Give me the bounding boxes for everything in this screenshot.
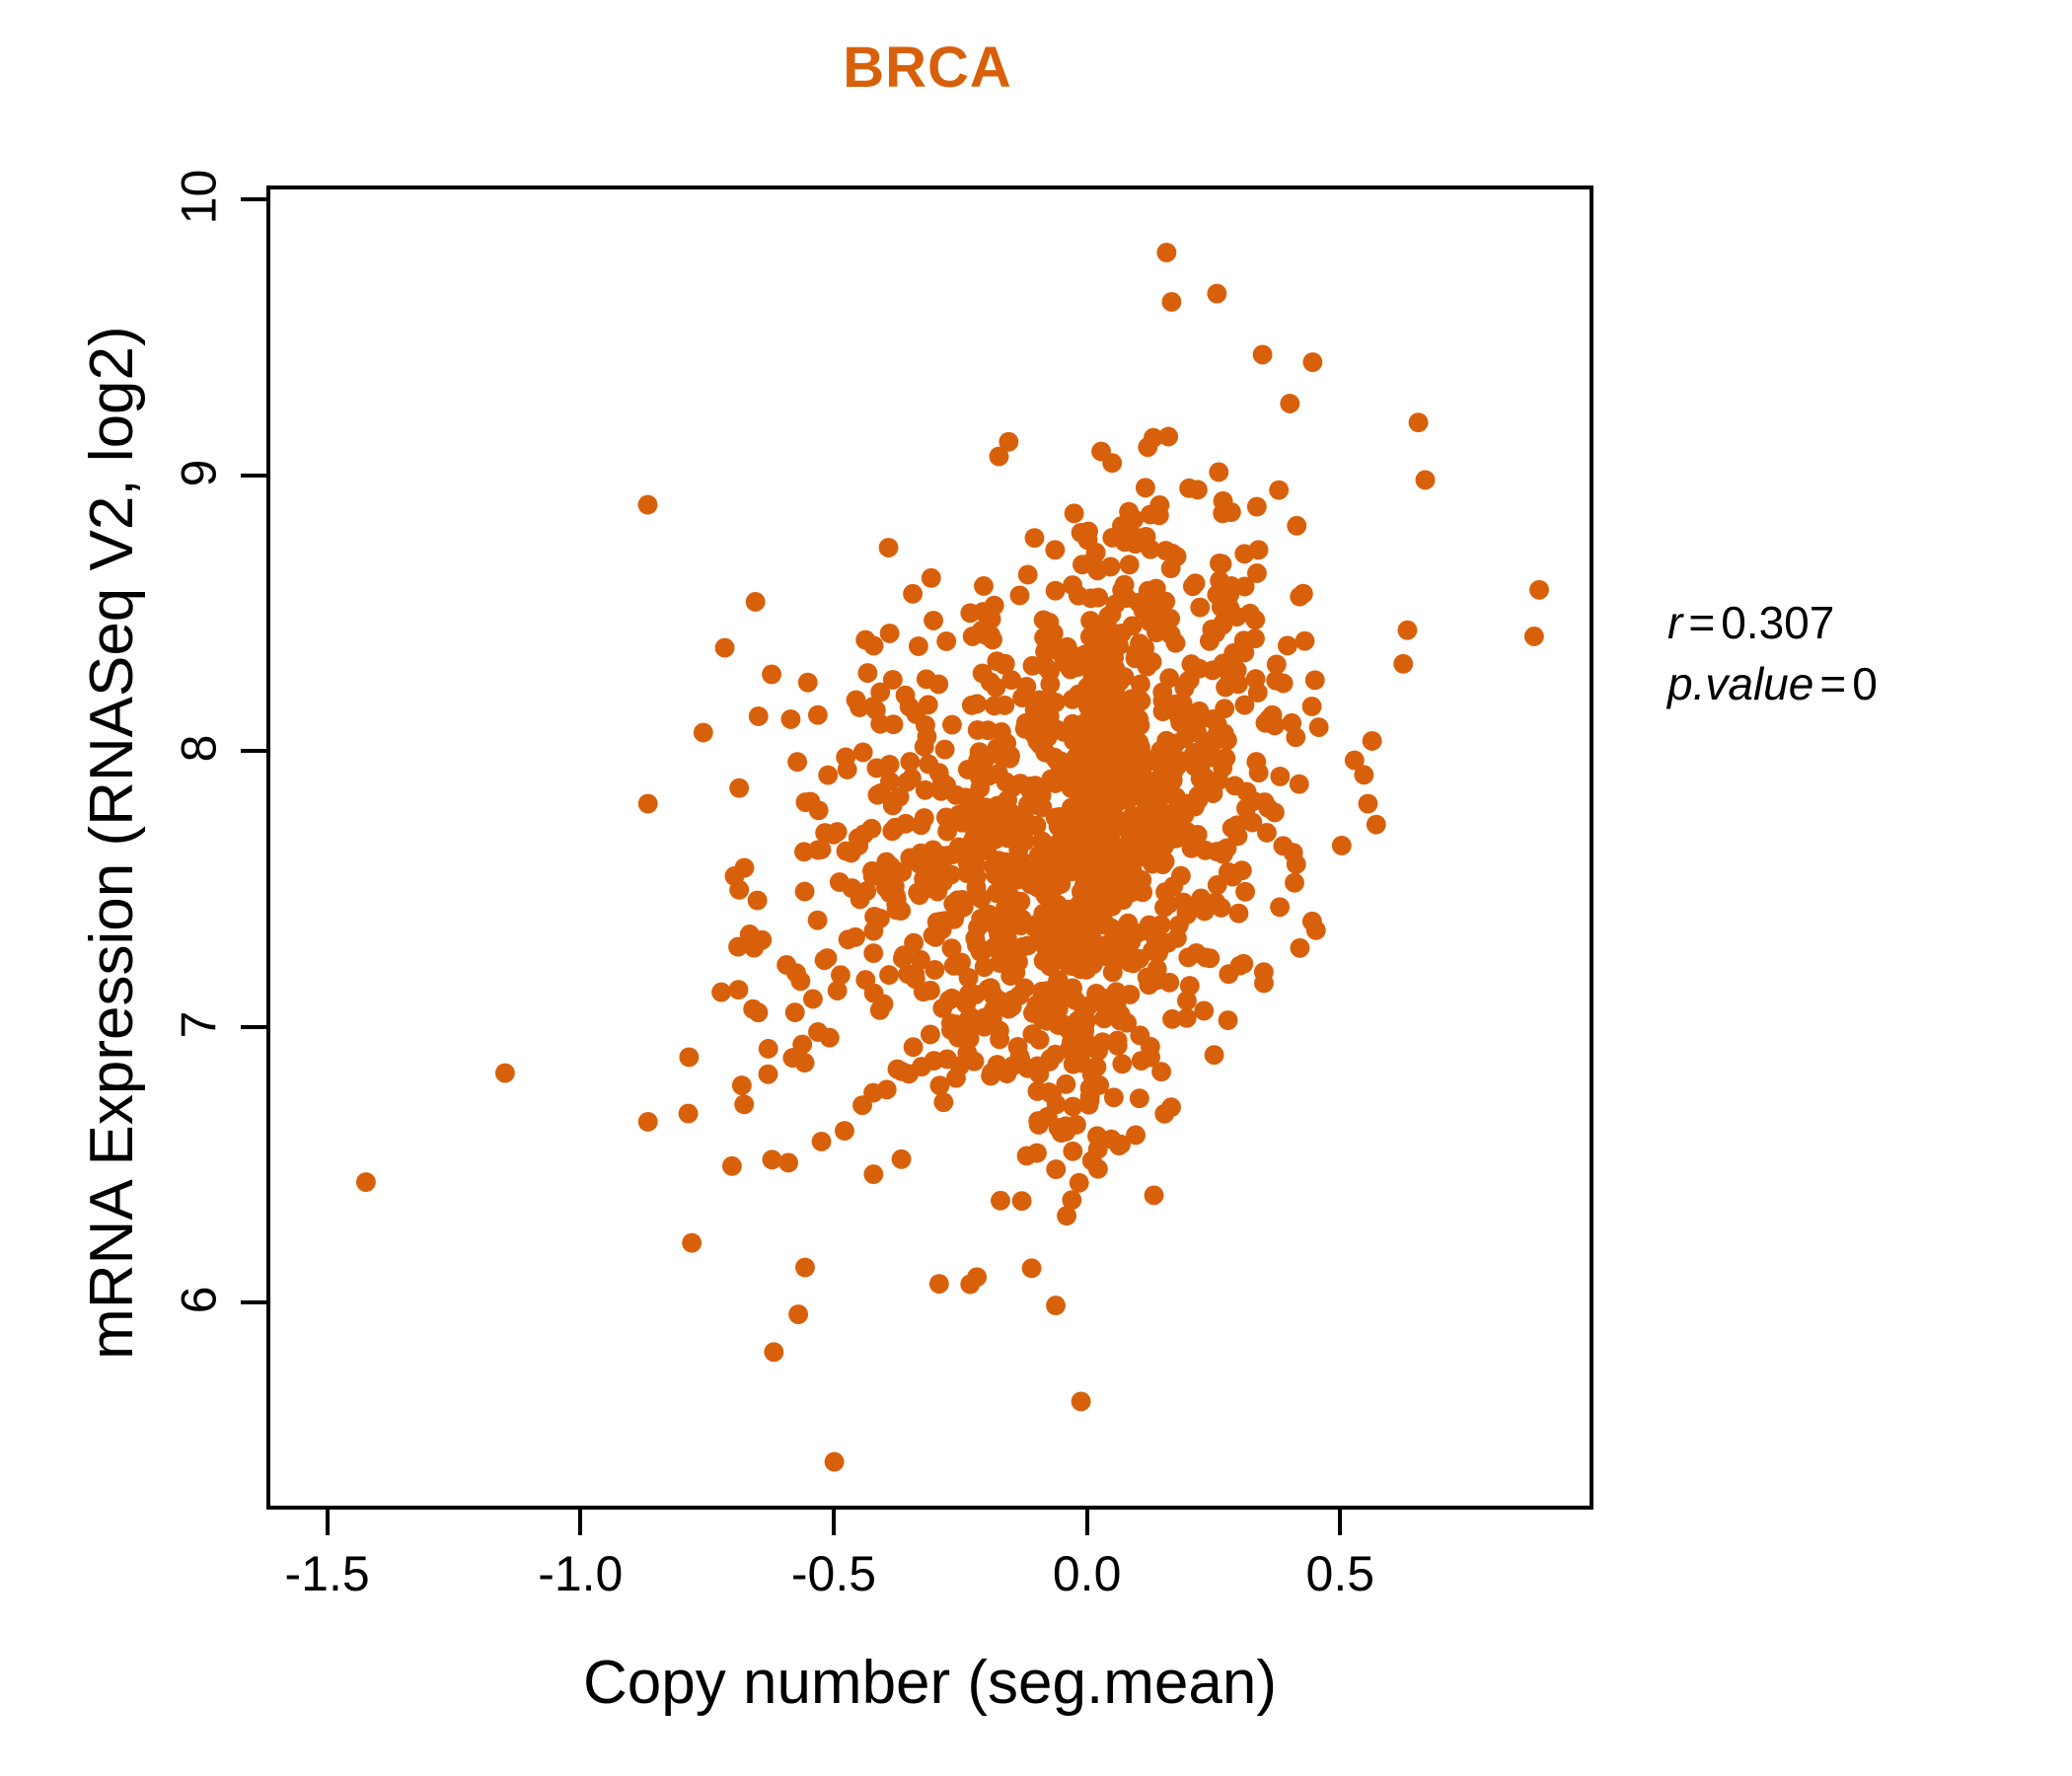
p-value-variable: p.value [1667, 658, 1814, 710]
scatter-points-svg [355, 242, 1549, 1472]
y-tick-label: 6 [171, 1286, 227, 1314]
p-value-line: p.value = 0 [1667, 653, 1878, 714]
scatter-points-layer [270, 189, 1590, 1506]
plot-area [266, 185, 1593, 1510]
y-axis-label: mRNA Expression (RNASeq V2, log2) [77, 326, 146, 1360]
x-tick-mark [1084, 1510, 1089, 1535]
y-tick-label: 10 [171, 169, 227, 225]
x-tick-label: -1.0 [538, 1546, 624, 1601]
x-tick-label: 0.0 [1052, 1546, 1122, 1601]
x-tick-label: 0.5 [1305, 1546, 1375, 1601]
x-tick-label: -1.5 [284, 1546, 370, 1601]
x-tick-label: -0.5 [790, 1546, 877, 1601]
y-tick-mark [241, 749, 266, 754]
pearson-r-variable: r [1667, 597, 1683, 648]
pearson-r-operator: = [1688, 597, 1716, 648]
x-axis-label: Copy number (seg.mean) [583, 1649, 1277, 1717]
pearson-r-value: 0.307 [1721, 597, 1835, 648]
p-value-value: 0 [1852, 658, 1878, 710]
page-title: BRCA [843, 36, 1012, 100]
x-tick-mark [578, 1510, 583, 1535]
y-tick-label: 7 [171, 1010, 227, 1039]
y-tick-mark [241, 473, 266, 478]
stats-annotation: r = 0.307 p.value = 0 [1667, 592, 1878, 714]
y-tick-label: 9 [171, 459, 227, 486]
y-tick-mark [241, 1300, 266, 1305]
y-tick-label: 8 [171, 734, 227, 763]
y-tick-mark [241, 1024, 266, 1029]
y-tick-mark [241, 196, 266, 201]
x-tick-mark [325, 1510, 330, 1535]
p-value-operator: = [1819, 658, 1847, 710]
x-tick-mark [1338, 1510, 1343, 1535]
pearson-r-line: r = 0.307 [1667, 592, 1878, 653]
x-tick-mark [831, 1510, 836, 1535]
